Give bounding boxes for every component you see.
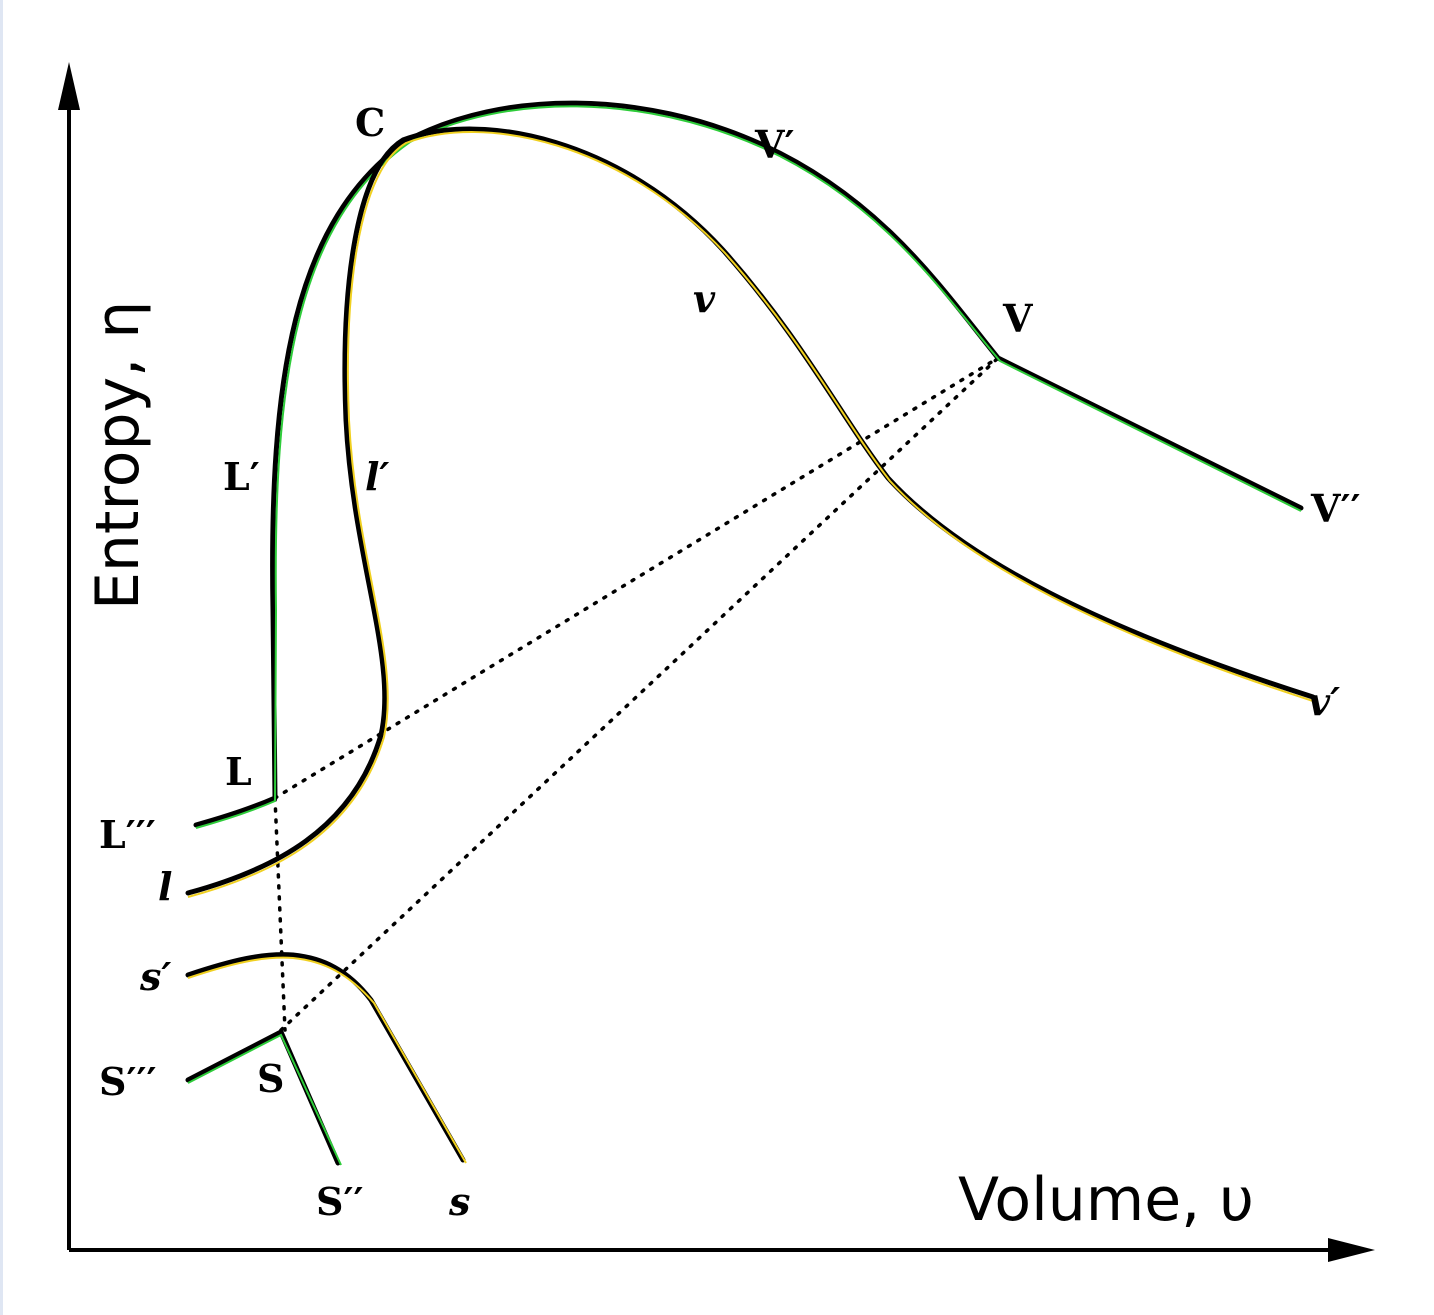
label-C: C [355, 100, 385, 145]
tie-line-L-V [273, 356, 1000, 800]
tie-line-L-S [273, 796, 287, 1032]
curve-s-prime-s-highlight [187, 956, 467, 1164]
axes [58, 62, 1375, 1262]
label-L: L [225, 749, 252, 794]
tie-line-S-V [279, 356, 1000, 1032]
lower-curve-group [185, 952, 467, 1166]
inner-curve-group [185, 126, 1316, 898]
label-V: V [1002, 296, 1034, 341]
x-axis-title: Volume, υ [958, 1165, 1254, 1235]
label-S-triple: S′′′ [99, 1059, 157, 1104]
label-S-double: S′′ [316, 1179, 363, 1224]
label-l: l [158, 864, 172, 909]
point-labels: C V′ V V′′ v v′ L′ l′ L L′′′ l s′ S′′′ S… [99, 100, 1361, 1224]
curve-S-triple-S-S-double-highlight [187, 1033, 342, 1166]
label-l-prime: l′ [365, 454, 389, 499]
y-axis-title: Entropy, η [83, 301, 153, 610]
label-V-double: V′′ [1310, 486, 1361, 531]
label-L-triple: L′′′ [99, 812, 156, 857]
x-axis-arrow-icon [1328, 1238, 1375, 1262]
label-L-prime: L′ [223, 454, 260, 499]
label-V-prime: V′ [754, 122, 795, 167]
curve-l-C-v-highlight [187, 131, 1314, 898]
label-s: s [448, 1179, 470, 1224]
dotted-tie-lines [273, 356, 1000, 1032]
label-S: S [257, 1056, 284, 1101]
diagram-canvas: C V′ V V′′ v v′ L′ l′ L L′′′ l s′ S′′′ S… [58, 62, 1375, 1262]
curve-s-prime-s [185, 952, 466, 1163]
y-axis-arrow-icon [58, 62, 80, 110]
curve-L-C-V [193, 100, 1304, 828]
label-v: v [693, 276, 716, 321]
label-v-prime: v′ [1308, 679, 1340, 724]
label-s-prime: s′ [139, 954, 171, 999]
